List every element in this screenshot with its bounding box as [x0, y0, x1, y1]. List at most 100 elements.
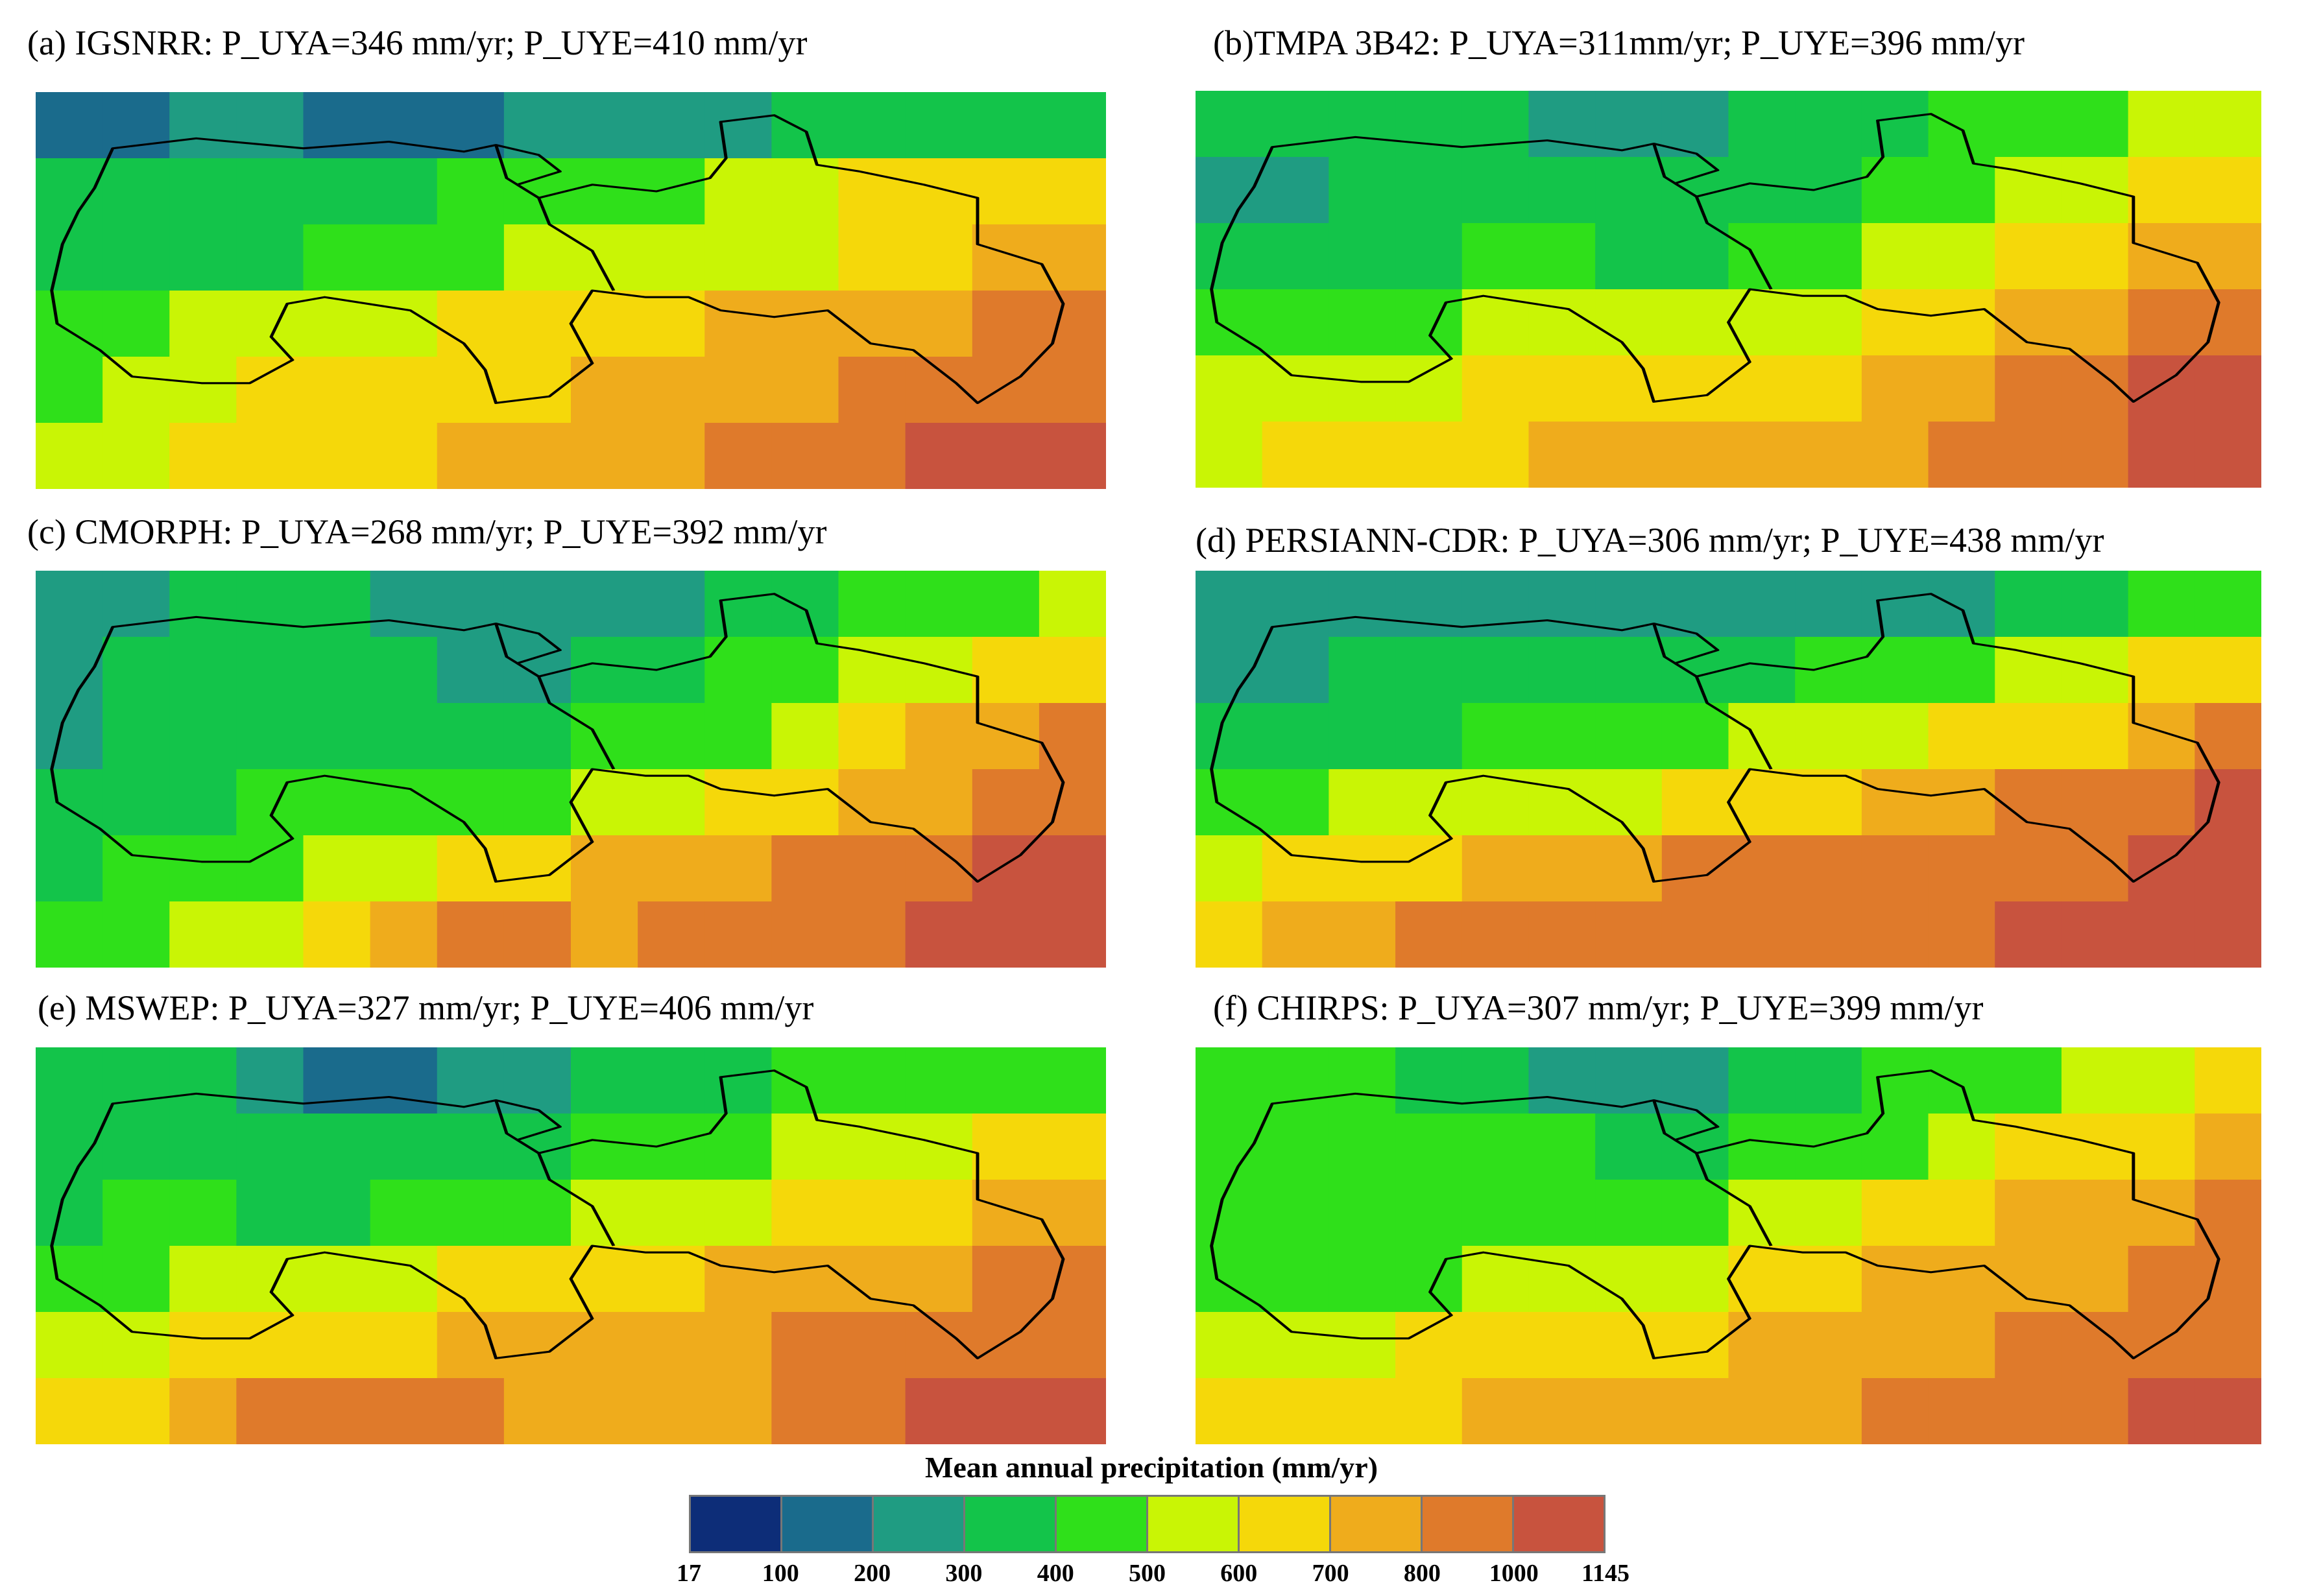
raster-cell [972, 92, 1040, 159]
legend-swatch [1514, 1497, 1604, 1551]
raster-cell [1262, 835, 1330, 902]
raster-cell [1395, 1312, 1463, 1379]
raster-cell [1461, 289, 1530, 356]
raster-cell [169, 224, 237, 291]
raster-cell [503, 224, 571, 291]
raster-cell [1528, 703, 1596, 770]
raster-cell [638, 158, 706, 225]
raster-cell [571, 637, 639, 704]
raster-cell [1728, 1114, 1796, 1180]
raster-cell [1728, 901, 1796, 968]
raster-cell [102, 637, 171, 704]
raster-cell [2128, 637, 2196, 704]
raster-cell [1661, 1246, 1729, 1313]
raster-cell [169, 1047, 237, 1114]
raster-cell [1595, 637, 1663, 704]
raster-cell [370, 901, 438, 968]
raster-cell [972, 291, 1040, 357]
raster-cell [1595, 1378, 1663, 1444]
raster-cell [1861, 355, 1929, 422]
map-raster [1196, 91, 2261, 488]
raster-cell [1661, 1047, 1729, 1114]
raster-cell [1661, 91, 1729, 158]
raster-cell [2195, 1312, 2261, 1379]
raster-cell [236, 901, 304, 968]
raster-cell [303, 357, 371, 423]
raster-cell [1861, 835, 1929, 902]
raster-cell [303, 291, 371, 357]
raster-cell [1861, 1047, 1929, 1114]
raster-cell [1395, 1180, 1463, 1246]
raster-cell [1329, 835, 1397, 902]
raster-cell [1039, 703, 1106, 770]
raster-cell [1329, 901, 1397, 968]
raster-cell [1661, 1378, 1729, 1444]
raster-cell [1861, 1114, 1929, 1180]
raster-cell [2061, 901, 2129, 968]
raster-cell [1795, 637, 1862, 704]
raster-cell [503, 1378, 571, 1444]
raster-cell [437, 1312, 505, 1379]
raster-cell [571, 423, 639, 489]
raster-cell [1039, 1180, 1106, 1246]
raster-cell [972, 224, 1040, 291]
raster-cell [1528, 1180, 1596, 1246]
raster-cell [1461, 355, 1530, 422]
raster-cell [571, 158, 639, 225]
raster-cell [503, 637, 571, 704]
raster-cell [370, 637, 438, 704]
raster-cell [1795, 703, 1862, 770]
raster-cell [1928, 223, 1996, 290]
raster-cell [236, 1378, 304, 1444]
raster-cell [169, 1114, 237, 1180]
raster-cell [704, 92, 773, 159]
raster-cell [503, 92, 571, 159]
raster-cell [2061, 637, 2129, 704]
raster-cell [236, 1246, 304, 1313]
raster-cell [1861, 289, 1929, 356]
raster-cell [1528, 1047, 1596, 1114]
raster-cell [1039, 901, 1106, 968]
raster-cell [2128, 703, 2196, 770]
legend-tick-label: 1000 [1489, 1560, 1539, 1587]
raster-cell [1196, 223, 1263, 290]
raster-cell [1461, 1246, 1530, 1313]
raster-cell [838, 423, 906, 489]
raster-cell [36, 224, 104, 291]
raster-cell [1262, 703, 1330, 770]
raster-cell [437, 92, 505, 159]
raster-cell [1039, 835, 1106, 902]
raster-cell [437, 901, 505, 968]
raster-cell [771, 1312, 839, 1379]
raster-cell [1928, 703, 1996, 770]
raster-cell [1728, 835, 1796, 902]
raster-cell [638, 291, 706, 357]
raster-cell [2195, 422, 2261, 488]
raster-cell [771, 571, 839, 637]
raster-cell [1995, 1047, 2062, 1114]
raster-cell [1928, 769, 1996, 836]
raster-cell [838, 1047, 906, 1114]
legend-tick-label: 200 [854, 1560, 891, 1587]
raster-cell [36, 1180, 104, 1246]
raster-cell [1395, 769, 1463, 836]
raster-cell [1995, 1246, 2062, 1313]
basin-divide [494, 623, 616, 770]
raster-cell [437, 291, 505, 357]
map-raster [1196, 1047, 2261, 1444]
panel-title-d: (d) PERSIANN-CDR: P_UYA=306 mm/yr; P_UYE… [1196, 521, 2104, 560]
raster-cell [838, 224, 906, 291]
raster-cell [1728, 289, 1796, 356]
raster-cell [838, 769, 906, 836]
precipitation-map-a [36, 92, 1106, 489]
raster-cell [1861, 157, 1929, 224]
raster-cell [704, 835, 773, 902]
raster-cell [1039, 224, 1106, 291]
raster-cell [169, 703, 237, 770]
raster-cell [1995, 835, 2062, 902]
raster-cell [1196, 703, 1263, 770]
raster-cell [1595, 355, 1663, 422]
raster-cell [1995, 1180, 2062, 1246]
raster-cell [571, 1114, 639, 1180]
raster-cell [1329, 157, 1397, 224]
